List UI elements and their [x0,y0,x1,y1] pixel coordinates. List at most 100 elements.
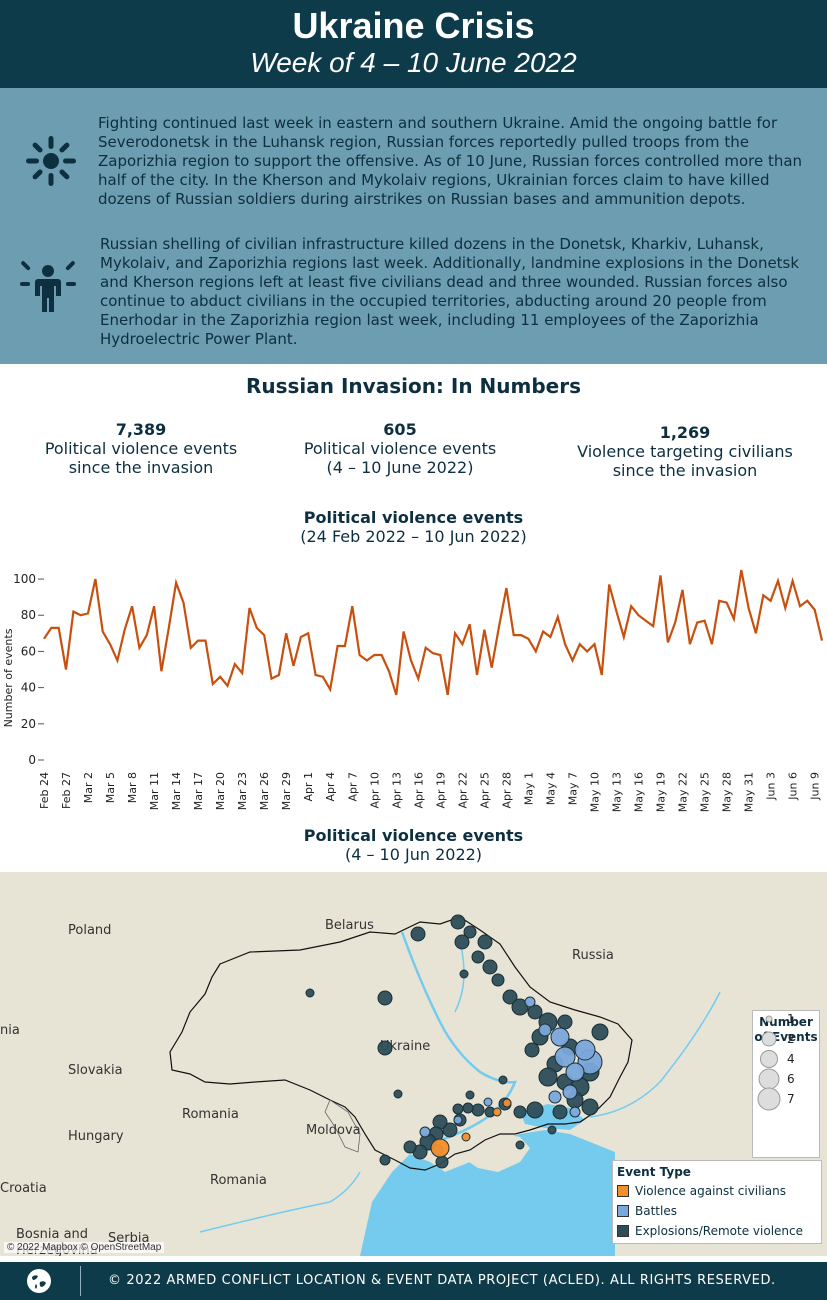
legend-item-battles[interactable]: Battles [617,1201,817,1221]
legend-label: Battles [635,1204,677,1218]
x-tick-label: Mar 5 [104,772,117,803]
x-tick-label: May 19 [655,772,668,812]
map-label-russia: Russia [572,948,614,963]
y-tick-label: 60 [21,644,36,658]
summary-panel: Fighting continued last week in eastern … [0,88,827,364]
stat-label: since the invasion [68,458,214,477]
legend-swatch [617,1205,629,1217]
x-tick-label: Apr 28 [500,772,513,809]
stat-total-events: 7,389 Political violence events since th… [30,420,252,477]
stat-value: 7,389 [115,420,167,439]
legend-label: Explosions/Remote violence [635,1224,803,1238]
page-subtitle: Week of 4 – 10 June 2022 [250,47,577,78]
x-tick-label: Mar 20 [214,772,227,810]
ukraine-border [169,916,633,1171]
legend-item-civilians[interactable]: Violence against civilians [617,1181,817,1201]
size-legend-label: 6 [787,1072,795,1086]
footer-divider [80,1266,81,1296]
x-tick-label: May 4 [544,772,557,805]
x-tick-label: Mar 23 [236,772,249,810]
stat-civilian-violence: 1,269 Violence targeting civilians since… [570,423,800,480]
x-tick-label: Jun 9 [809,772,822,801]
page-title: Ukraine Crisis [292,5,535,46]
y-tick-label: 20 [21,717,36,731]
x-tick-label: May 10 [588,772,601,812]
x-tick-label: Mar 2 [82,772,95,803]
stat-label: Political violence events [44,439,238,458]
don-river [589,991,721,1118]
x-tick-label: May 16 [633,772,646,812]
stat-label: Violence targeting civilians [577,442,793,461]
stat-label: (4 – 10 June 2022) [326,458,474,477]
type-legend: Event Type Violence against civilians Ba… [612,1160,822,1244]
map-label-austria: nia [0,1023,20,1038]
x-tick-label: Apr 22 [456,772,469,809]
x-tick-label: Mar 17 [192,772,205,810]
x-tick-label: Mar 11 [148,772,161,810]
chart-subtitle: (24 Feb 2022 – 10 Jun 2022) [300,527,527,546]
civilian-icon [20,256,76,314]
chart-title-block: Political violence events (24 Feb 2022 –… [0,508,827,546]
dnipro-river [400,931,517,1142]
line-chart: Number of events 0 20 40 60 80 100 Feb 24 Feb … [2,569,824,812]
map-label-romania: Romania [210,1173,267,1188]
y-axis-label: Number of events [2,628,15,727]
x-tick-label: Feb 27 [60,772,73,809]
legend-swatch [617,1185,629,1197]
header-banner: Ukraine Crisis Week of 4 – 10 June 2022 [0,0,827,88]
y-tick-label: 100 [13,572,36,586]
x-tick-label: Mar 29 [280,772,293,810]
y-tick-label: 80 [21,608,36,622]
x-tick-label: Apr 7 [346,772,359,802]
moldova-border [324,1099,361,1153]
event-map[interactable]: Poland Belarus Russia Ukraine Slovakia H… [0,872,827,1256]
x-tick-label: Mar 8 [126,772,139,803]
stat-value: 605 [383,420,417,439]
x-tick-label: May 28 [721,772,734,812]
legend-item-explosions[interactable]: Explosions/Remote violence [617,1221,817,1241]
size-swatch-4 [760,1050,778,1068]
x-tick-label: Apr 1 [302,772,315,802]
series-line [43,569,824,696]
numbers-section-title: Russian Invasion: In Numbers [245,374,582,398]
x-tick-label: Mar 26 [258,772,271,810]
x-tick-label: May 1 [522,772,535,805]
size-legend: Number of Events 1 2 4 6 7 [752,1010,820,1158]
legend-label: Violence against civilians [635,1184,787,1198]
size-swatch-7 [757,1087,781,1111]
y-tick-label: 0 [28,753,36,767]
size-legend-label: 4 [787,1052,795,1066]
map-label-ukraine: Ukraine [380,1039,430,1054]
stat-label: since the invasion [612,461,758,480]
x-tick-label: May 7 [566,772,579,805]
stat-label: Political violence events [303,439,497,458]
y-tick-label: 40 [21,681,36,695]
chart-title: Political violence events [303,508,524,527]
map-attribution[interactable]: © 2022 Mapbox © OpenStreetMap [4,1242,165,1253]
battle-events [419,996,603,1156]
footer-copyright: © 2022 ARMED CONFLICT LOCATION & EVENT D… [108,1273,776,1288]
map-label-slovakia: Slovakia [68,1063,123,1078]
x-tick-label: Jun 3 [765,772,778,801]
size-swatch-6 [758,1068,780,1090]
size-legend-label: 2 [787,1032,795,1046]
map-label-hungary: Hungary [68,1129,124,1144]
map-label-croatia: Croatia [0,1181,47,1196]
x-tick-label: May 31 [743,772,756,812]
x-tick-label: Apr 25 [478,772,491,809]
x-tick-label: Apr 16 [412,772,425,809]
map-label-poland: Poland [68,923,111,938]
size-swatch-2 [761,1031,777,1047]
stat-weekly-events: 605 Political violence events (4 – 10 Ju… [290,420,510,477]
x-tick-label: Jun 6 [787,772,800,801]
x-tick-label: May 25 [699,772,712,812]
x-tick-label: Feb 24 [38,772,51,809]
x-tick-label: Mar 14 [170,772,183,810]
map-label-romania: Romania [182,1107,239,1122]
map-subtitle: (4 – 10 Jun 2022) [344,845,483,864]
danube-river [199,1171,361,1233]
type-legend-title: Event Type [617,1165,691,1179]
size-swatch-1 [765,1015,773,1023]
civilian-violence-events [430,1098,512,1158]
x-tick-label: Apr 10 [368,772,381,809]
